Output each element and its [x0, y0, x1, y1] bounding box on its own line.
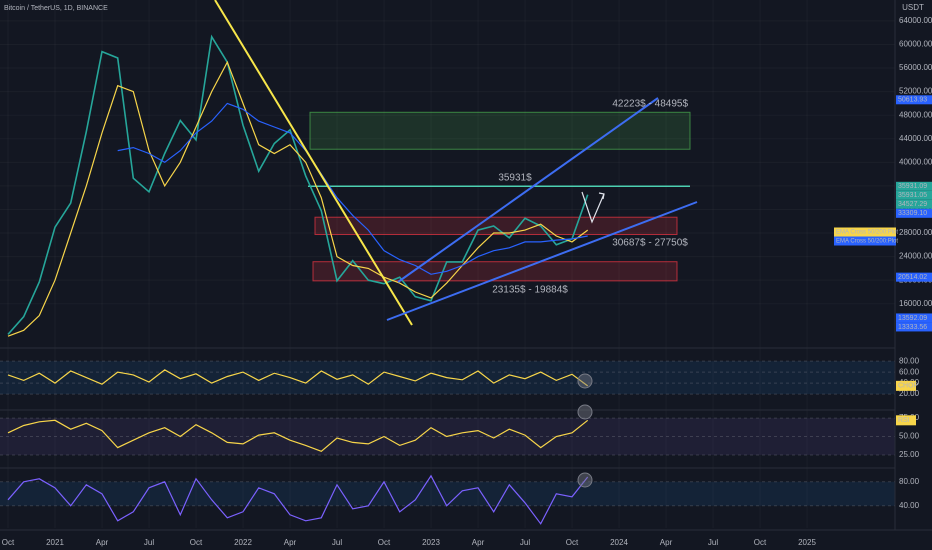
x-tick-label: Apr — [284, 538, 297, 547]
price-zone — [309, 111, 691, 150]
price-tag-label: 20514.02 — [898, 274, 927, 281]
x-tick-label: Oct — [190, 538, 203, 547]
indicator-marker — [577, 472, 593, 488]
panels — [0, 111, 895, 507]
indicator-tag — [896, 380, 916, 391]
price-zone — [312, 261, 678, 282]
x-tick-label: Jul — [520, 538, 530, 547]
y-tick-label: 56000.00 — [899, 63, 932, 72]
y-tick-label: 20.00 — [899, 389, 920, 398]
channel-line — [386, 201, 698, 321]
price-tag — [896, 95, 932, 105]
x-tick-label: Apr — [660, 538, 673, 547]
price-tag-label: 35931.09 — [898, 183, 927, 190]
x-tick-label: 2025 — [798, 538, 816, 547]
price-zone — [314, 216, 678, 236]
indicator-tag — [896, 415, 916, 426]
price-tag-label: 33309.10 — [898, 210, 927, 217]
price-tag-label: 35931.05 — [898, 192, 927, 199]
indicator-band — [0, 481, 895, 506]
plot — [7, 34, 589, 525]
price-tag — [896, 190, 932, 200]
indicator-marker — [577, 404, 593, 420]
y-tick-label: 80.00 — [899, 356, 920, 365]
projection-arrow — [581, 191, 605, 224]
price-tag — [896, 322, 932, 332]
y-tick-label: 50.00 — [899, 432, 920, 441]
legend-label: EMA Cross 50/200:Plot — [836, 230, 898, 236]
x-tick-label: Jul — [144, 538, 154, 547]
symbol-header: Bitcoin / TetherUS, 1D, BINANCE — [4, 5, 108, 12]
x-tick-label: Apr — [472, 538, 485, 547]
y-tick-label: 16000.00 — [899, 299, 932, 308]
axis-unit: USDT — [902, 3, 924, 12]
price-tag — [896, 199, 932, 209]
price-tag — [896, 313, 932, 323]
legend-swatch — [834, 236, 896, 246]
overlays: Oct 2021 Apr Jul Oct 2022 Apr Jul Oct 2023 Apr Jul O… — [2, 16, 932, 547]
x-tick-label: 2022 — [234, 538, 252, 547]
price-tag-label: 50613.93 — [898, 97, 927, 104]
y-tick-label: 60.00 — [899, 367, 920, 376]
y-tick-label: 60000.00 — [899, 40, 932, 49]
legend-label: EMA Cross 50/200:Plot — [836, 239, 898, 245]
x-tick-label: Jul — [332, 538, 342, 547]
series-line — [7, 419, 589, 452]
x-tick-label: Oct — [754, 538, 767, 547]
y-tick-label: 24000.00 — [899, 252, 932, 261]
x-tick-label: 2024 — [610, 538, 628, 547]
price-tag — [896, 272, 932, 282]
channel-line — [397, 97, 659, 283]
indicator-title: RSI — [898, 417, 910, 424]
series-line — [117, 102, 588, 275]
y-tick-label: 52000.00 — [899, 87, 932, 96]
price-tag — [896, 208, 932, 218]
arrow-head — [598, 192, 605, 200]
x-tick-label: 2023 — [422, 538, 440, 547]
zone-label: 23135$ - 19884$ — [492, 285, 568, 296]
x-tick-label: Oct — [378, 538, 391, 547]
x-tick-label: Oct — [566, 538, 579, 547]
price-tag-label: 13333.56 — [898, 324, 927, 331]
y-tick-label: 48000.00 — [899, 110, 932, 119]
zone-label: 35931$ — [498, 173, 532, 184]
price-tag-label: 34527.29 — [898, 201, 927, 208]
y-tick-label: 40.00 — [899, 501, 920, 510]
price-tag-label: 13592.09 — [898, 315, 927, 322]
y-tick-label: 80.00 — [899, 477, 920, 486]
x-tick-label: Apr — [96, 538, 109, 547]
price-tag — [896, 181, 932, 191]
indicator-title: CHOP — [898, 383, 919, 390]
y-tick-label: 40000.00 — [899, 157, 932, 166]
x-tick-label: 2021 — [46, 538, 64, 547]
x-tick-label: Oct — [2, 538, 15, 547]
zone-label: 42223$ - 48495$ — [612, 99, 688, 110]
series-line — [7, 60, 589, 337]
y-tick-label: 25.00 — [899, 450, 920, 459]
indicator-marker — [577, 373, 593, 389]
y-tick-label: 28000.00 — [899, 228, 932, 237]
series-line — [7, 369, 589, 387]
series-line — [7, 474, 589, 525]
x-tick-label: Jul — [708, 538, 718, 547]
zone-label: 30687$ - 27750$ — [612, 238, 688, 249]
trend-line — [214, 0, 413, 326]
legend-swatch — [834, 227, 896, 237]
y-tick-label: 44000.00 — [899, 134, 932, 143]
y-tick-label: 64000.00 — [899, 16, 932, 25]
